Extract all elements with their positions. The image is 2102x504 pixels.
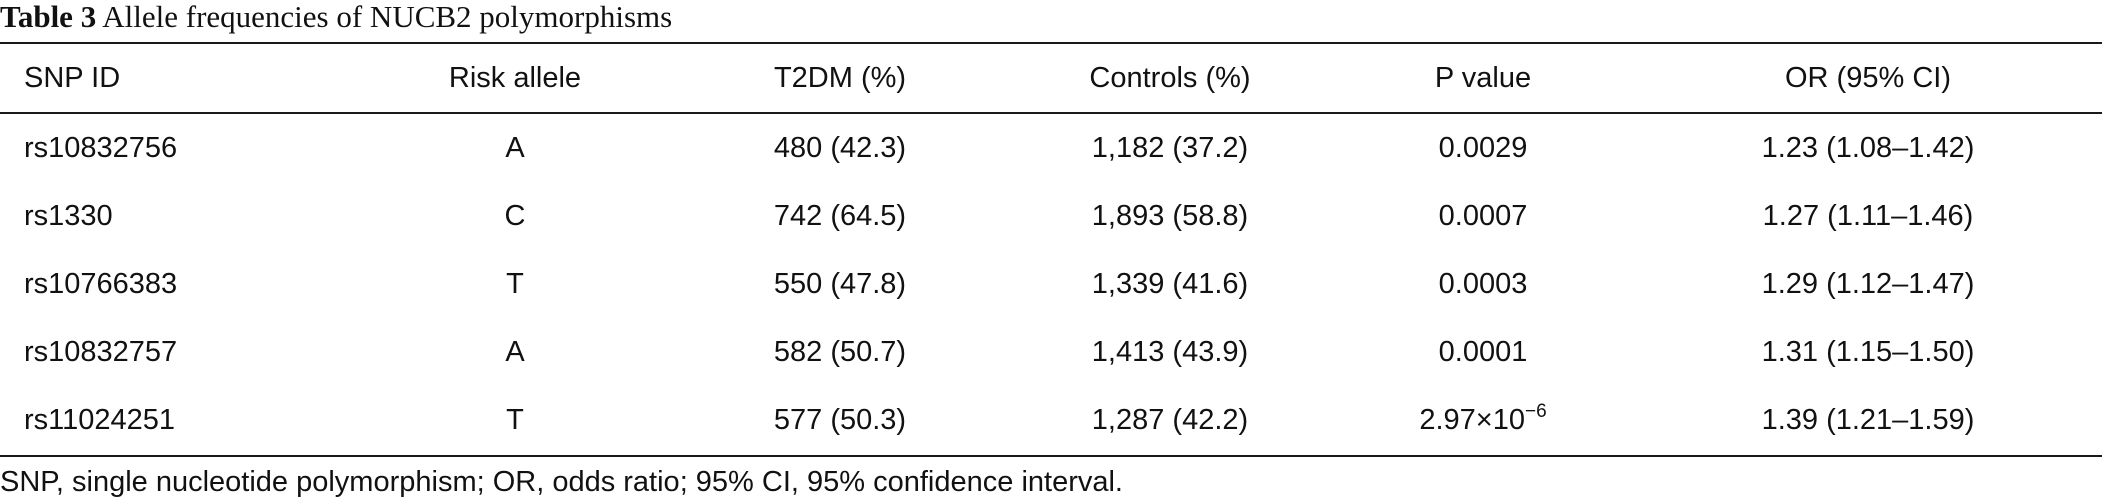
t2dm-cell: 550 (47.8) — [773, 268, 907, 300]
column-header-or-ci: OR (95% CI) — [1785, 62, 1951, 94]
table-caption: Table 3 Allele frequencies of NUCB2 poly… — [0, 0, 672, 40]
column-header-snp-id: SNP ID — [24, 62, 121, 94]
or-ci-cell: 1.39 (1.21–1.59) — [1761, 404, 1975, 436]
risk-allele-cell: A — [505, 336, 525, 368]
controls-cell: 1,413 (43.9) — [1091, 336, 1249, 368]
column-header-p-value: P value — [1434, 62, 1532, 94]
p-value-text: 0.0007 — [1438, 200, 1528, 232]
p-value-cell: 2.97×10−6 — [1333, 386, 1633, 454]
p-value-cell: 0.0001 — [1333, 318, 1633, 386]
table-row: rs10832757 A 582 (50.7) 1,413 (43.9) 0.0… — [0, 318, 2102, 386]
t2dm-cell: 480 (42.3) — [773, 132, 907, 164]
or-ci-cell: 1.27 (1.11–1.46) — [1762, 200, 1974, 232]
p-value-cell: 0.0003 — [1333, 250, 1633, 318]
t2dm-cell: 577 (50.3) — [773, 404, 907, 436]
column-header-risk-allele: Risk allele — [448, 62, 582, 94]
risk-allele-cell: C — [504, 200, 526, 232]
or-ci-cell: 1.29 (1.12–1.47) — [1761, 268, 1975, 300]
column-header-t2dm: T2DM (%) — [773, 62, 907, 94]
risk-allele-cell: A — [505, 132, 525, 164]
snp-id-cell: rs1330 — [24, 200, 113, 232]
column-header-controls: Controls (%) — [1089, 62, 1251, 94]
table-row: rs10832756 A 480 (42.3) 1,182 (37.2) 0.0… — [0, 114, 2102, 182]
table-row: rs11024251 T 577 (50.3) 1,287 (42.2) 2.9… — [0, 386, 2102, 454]
p-value-text: 2.97×10 — [1419, 404, 1525, 436]
controls-cell: 1,339 (41.6) — [1091, 268, 1249, 300]
p-value-text: 0.0001 — [1438, 336, 1528, 368]
table-row: rs10766383 T 550 (47.8) 1,339 (41.6) 0.0… — [0, 250, 2102, 318]
header-row: SNP ID Risk allele T2DM (%) Controls (%)… — [0, 44, 2102, 112]
table-caption-label: Table 3 — [0, 0, 97, 34]
table-row: rs1330 C 742 (64.5) 1,893 (58.8) 0.0007 … — [0, 182, 2102, 250]
p-value-exponent: −6 — [1524, 401, 1547, 422]
risk-allele-cell: T — [506, 404, 524, 436]
header-rule — [0, 112, 2102, 114]
p-value-cell: 0.0007 — [1333, 182, 1633, 250]
snp-id-cell: rs11024251 — [24, 404, 176, 436]
or-ci-cell: 1.31 (1.15–1.50) — [1761, 336, 1975, 368]
t2dm-cell: 742 (64.5) — [773, 200, 907, 232]
bottom-rule — [0, 455, 2102, 457]
snp-id-cell: rs10832756 — [24, 132, 178, 164]
snp-id-cell: rs10766383 — [24, 268, 178, 300]
risk-allele-cell: T — [506, 268, 524, 300]
top-rule — [0, 42, 2102, 44]
table-caption-title: Allele frequencies of NUCB2 polymorphism… — [102, 0, 673, 34]
controls-cell: 1,182 (37.2) — [1091, 132, 1249, 164]
p-value-text: 0.0029 — [1438, 132, 1528, 164]
or-ci-cell: 1.23 (1.08–1.42) — [1761, 132, 1975, 164]
t2dm-cell: 582 (50.7) — [773, 336, 907, 368]
p-value-text: 0.0003 — [1438, 268, 1528, 300]
controls-cell: 1,893 (58.8) — [1091, 200, 1249, 232]
p-value-cell: 0.0029 — [1333, 114, 1633, 182]
controls-cell: 1,287 (42.2) — [1091, 404, 1249, 436]
snp-id-cell: rs10832757 — [24, 336, 178, 368]
table-footnote: SNP, single nucleotide polymorphism; OR,… — [0, 466, 1123, 498]
